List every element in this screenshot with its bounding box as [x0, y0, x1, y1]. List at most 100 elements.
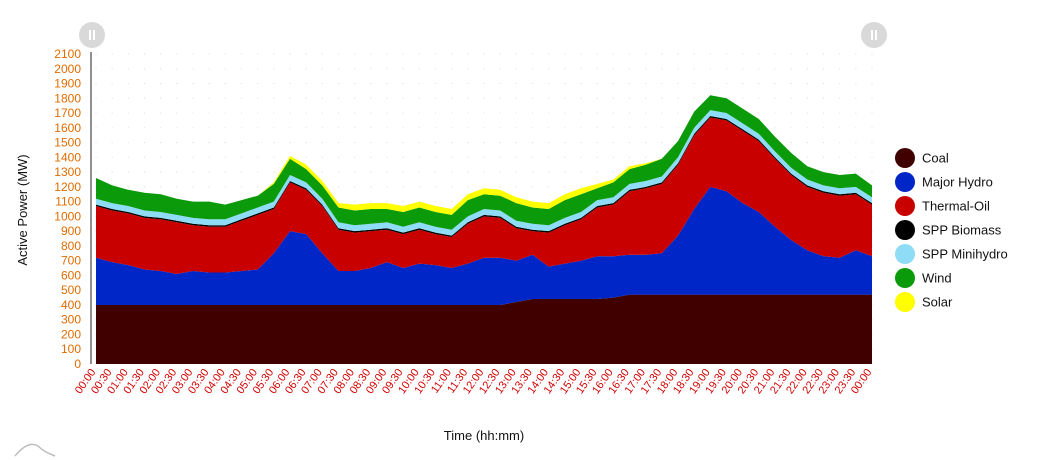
grid-dot [790, 53, 792, 55]
area-wind [96, 95, 872, 230]
grid-dot [580, 68, 582, 70]
grid-dot [370, 171, 372, 173]
grid-dot [628, 156, 631, 158]
grid-dot [224, 112, 226, 114]
grid-dot [143, 127, 146, 129]
legend-swatch[interactable] [895, 268, 915, 288]
grid-dot [192, 112, 194, 114]
legend-label[interactable]: Thermal-Oil [922, 199, 990, 214]
grid-dot [839, 97, 841, 99]
grid-dot [806, 112, 808, 114]
y-tick-label: 1900 [54, 77, 81, 91]
grid-dot [451, 112, 453, 114]
grid-dot [305, 97, 307, 99]
grid-dot [790, 68, 792, 70]
area-spp-minihydro [96, 110, 872, 236]
grid-dot [434, 186, 437, 188]
grid-dot [111, 82, 113, 85]
legend-swatch[interactable] [895, 172, 915, 192]
legend-swatch[interactable] [895, 244, 915, 264]
legend-swatch[interactable] [895, 196, 915, 216]
legend-swatch[interactable] [895, 148, 915, 168]
left-range-handle[interactable] [79, 22, 105, 48]
grid-dot [111, 141, 113, 144]
grid-dot [224, 201, 226, 203]
legend-label[interactable]: Major Hydro [922, 175, 993, 190]
grid-dot [127, 97, 129, 99]
grid-dot [467, 97, 469, 99]
legend-label[interactable]: Coal [922, 151, 949, 166]
grid-dot [612, 156, 614, 158]
grid-dot [240, 156, 243, 158]
grid-dot [370, 68, 372, 70]
grid-dot [596, 141, 598, 144]
grid-dot [451, 186, 453, 188]
grid-dot [208, 186, 210, 188]
grid-dot [515, 68, 517, 70]
grid-dot [758, 97, 760, 99]
grid-dot [386, 156, 388, 158]
grid-dot [289, 68, 291, 70]
x-tick-labels: 00:0000:3001:0001:3002:0002:3003:0003:30… [73, 367, 875, 396]
grid-dot [434, 201, 437, 203]
grid-dot [451, 97, 453, 99]
grid-dot [143, 186, 146, 188]
grid-dot [758, 53, 760, 55]
y-axis-title: Active Power (MW) [15, 154, 30, 265]
grid-dot [855, 112, 857, 114]
grid-dot [192, 53, 194, 55]
grid-dot [564, 186, 566, 188]
legend-label[interactable]: SPP Minihydro [922, 247, 1008, 262]
grid-dot [192, 141, 194, 144]
grid-dot [143, 112, 146, 114]
grid-dot [531, 141, 534, 144]
grid-dot [337, 201, 340, 203]
grid-dot [483, 82, 485, 85]
grid-dot [418, 82, 420, 85]
grid-dot [354, 112, 356, 114]
grid-dot [111, 112, 113, 114]
legend-label[interactable]: SPP Biomass [922, 223, 1002, 238]
grid-dot [224, 82, 226, 85]
grid-dot [208, 97, 210, 99]
grid-dot [612, 68, 614, 70]
grid-dot [693, 97, 695, 99]
right-range-handle[interactable] [861, 22, 887, 48]
grid-dot [628, 68, 631, 70]
legend-swatch[interactable] [895, 220, 915, 240]
grid-dot [224, 97, 226, 99]
grid-dot [337, 82, 340, 85]
grid-dot [580, 171, 582, 173]
grid-dot [434, 97, 437, 99]
legend-swatch[interactable] [895, 292, 915, 312]
grid-dot [580, 97, 582, 99]
y-tick-label: 1200 [54, 180, 81, 194]
grid-dot [499, 53, 501, 55]
grid-dot [871, 97, 873, 99]
grid-dot [725, 68, 728, 70]
area-thermal-oil [96, 117, 872, 274]
grid-dot [839, 112, 841, 114]
grid-dot [645, 97, 647, 99]
grid-dot [176, 53, 178, 55]
grid-dot [337, 127, 340, 129]
grid-dot [240, 127, 243, 129]
grid-dot [564, 97, 566, 99]
grid-dot [176, 156, 178, 158]
grid-dot [127, 127, 129, 129]
grid-dot [839, 68, 841, 70]
grid-dot [208, 171, 210, 173]
legend-label[interactable]: Solar [922, 295, 953, 310]
grid-dot [806, 97, 808, 99]
grid-dot [677, 68, 679, 70]
legend-label[interactable]: Wind [922, 271, 952, 286]
grid-dot [806, 53, 808, 55]
grid-dot [370, 156, 372, 158]
grid-dot [160, 127, 162, 129]
grid-dot [95, 68, 97, 70]
grid-dot [289, 97, 291, 99]
grid-dot [628, 82, 631, 85]
grid-dot [386, 171, 388, 173]
grid-dot [192, 127, 194, 129]
grid-dot [709, 82, 711, 85]
